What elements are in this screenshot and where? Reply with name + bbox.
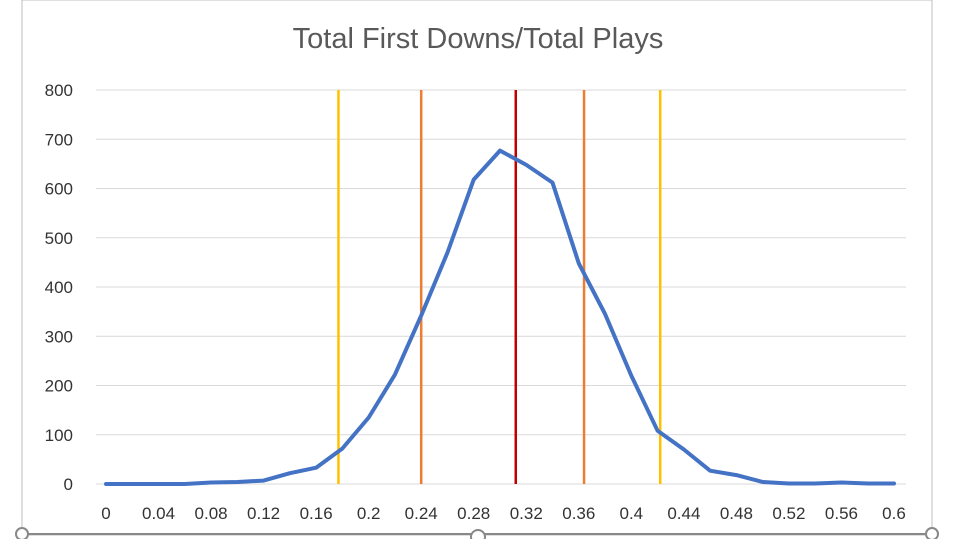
resize-handle-bottom-right[interactable] — [925, 527, 939, 539]
y-tick-label: 800 — [45, 81, 73, 100]
x-tick-label: 0.52 — [772, 504, 805, 523]
reference-lines — [337, 90, 662, 484]
x-tick-label: 0.48 — [720, 504, 753, 523]
x-axis-tick-labels: 0 0.04 0.08 0.12 0.16 0.2 0.24 0.28 0.32 0.36 0.4 0… — [101, 504, 906, 523]
y-tick-label: 700 — [45, 130, 73, 149]
x-tick-label: 0.56 — [825, 504, 858, 523]
x-tick-label: 0.12 — [247, 504, 280, 523]
y-tick-label: 200 — [45, 377, 73, 396]
y-tick-label: 100 — [45, 426, 73, 445]
y-tick-label: 400 — [45, 278, 73, 297]
x-tick-label: 0.44 — [667, 504, 700, 523]
resize-handle-bottom-left[interactable] — [15, 527, 29, 539]
x-tick-label: 0.36 — [562, 504, 595, 523]
selection-handles — [15, 527, 939, 539]
y-axis-tick-labels: 0 100 200 300 400 500 600 700 800 — [45, 81, 73, 494]
x-tick-label: 0.08 — [195, 504, 228, 523]
gridlines — [96, 89, 906, 485]
series-line — [104, 148, 896, 486]
y-tick-label: 0 — [64, 475, 73, 494]
y-tick-label: 500 — [45, 229, 73, 248]
x-tick-label: 0.28 — [457, 504, 490, 523]
x-tick-label: 0.6 — [882, 504, 906, 523]
x-tick-label: 0.32 — [510, 504, 543, 523]
x-tick-label: 0.2 — [357, 504, 381, 523]
x-tick-label: 0.04 — [142, 504, 175, 523]
x-tick-label: 0 — [101, 504, 110, 523]
x-tick-label: 0.4 — [620, 504, 644, 523]
resize-handle-bottom-center[interactable] — [470, 529, 486, 539]
chart-border — [21, 0, 933, 536]
y-tick-label: 600 — [45, 180, 73, 199]
y-tick-label: 300 — [45, 327, 73, 346]
x-tick-label: 0.24 — [405, 504, 438, 523]
series-group — [104, 148, 896, 486]
x-tick-label: 0.16 — [300, 504, 333, 523]
chart-title: Total First Downs/Total Plays — [293, 23, 664, 55]
